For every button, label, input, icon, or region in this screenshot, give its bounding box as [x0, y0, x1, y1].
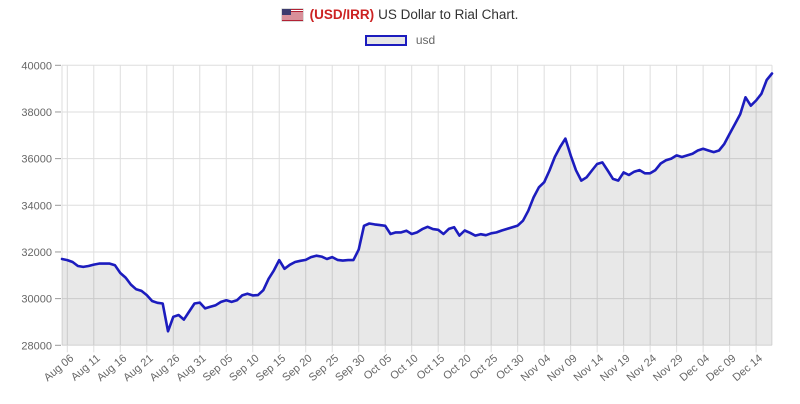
- y-axis-label: 40000: [21, 60, 52, 72]
- y-axis-label: 34000: [21, 200, 52, 212]
- x-axis-label: Aug 06: [42, 352, 76, 384]
- legend: usd: [0, 33, 800, 47]
- x-axis-label: Oct 25: [468, 352, 501, 382]
- legend-swatch: [364, 34, 407, 46]
- title-text: (USD/IRR) US Dollar to Rial Chart.: [310, 7, 519, 22]
- x-axis-label: Oct 20: [441, 352, 474, 382]
- y-axis-label: 30000: [21, 294, 52, 306]
- legend-series-label: usd: [415, 33, 436, 47]
- y-axis-label: 28000: [21, 340, 52, 352]
- y-axis-label: 32000: [21, 247, 52, 259]
- x-axis-label: Dec 14: [731, 352, 765, 384]
- x-axis-label: Oct 05: [362, 352, 395, 382]
- y-axis-label: 38000: [21, 107, 52, 119]
- series-line-usd: [60, 72, 774, 333]
- y-axis-label: 36000: [21, 154, 52, 166]
- chart-title-text: US Dollar to Rial Chart.: [378, 7, 519, 22]
- x-axis-label: Oct 10: [388, 352, 421, 382]
- chart-title: (USD/IRR) US Dollar to Rial Chart.: [0, 7, 800, 22]
- x-axis-label: Oct 15: [415, 352, 448, 382]
- x-axis-label: Sep 30: [333, 352, 367, 384]
- currency-pair-label: (USD/IRR): [309, 7, 375, 22]
- us-flag-icon: [281, 8, 303, 21]
- series-area-fill: [62, 73, 772, 346]
